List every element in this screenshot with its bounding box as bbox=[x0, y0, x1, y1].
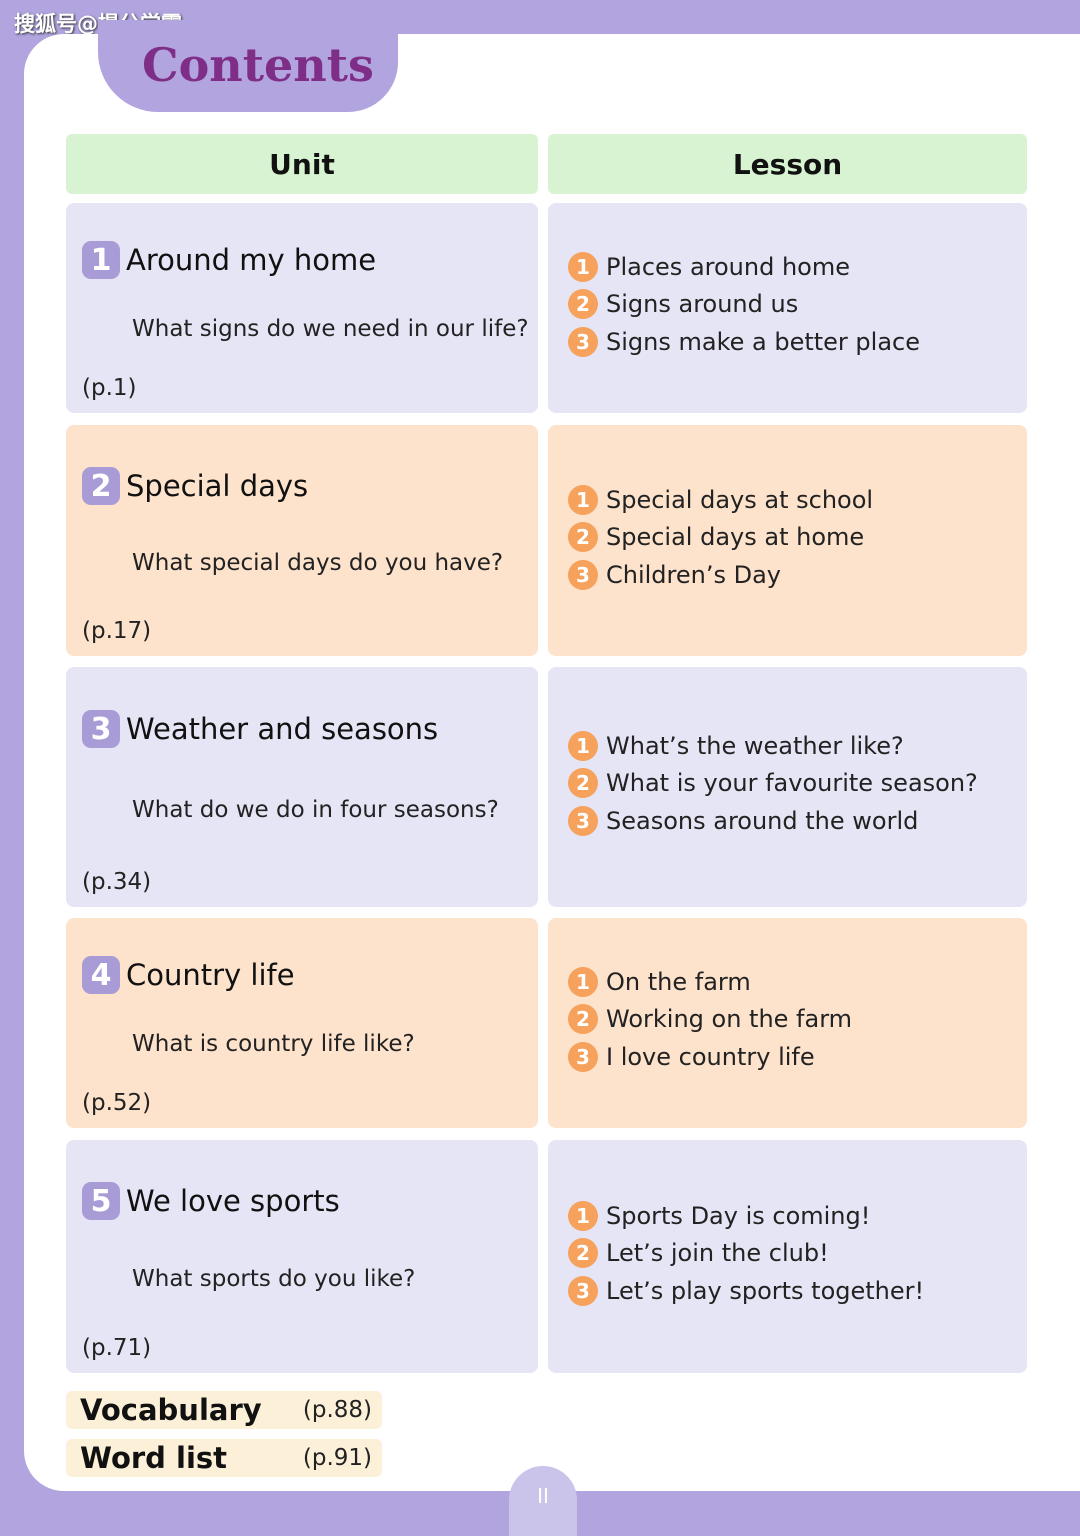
lesson-title: Special days at school bbox=[606, 485, 874, 514]
lesson-cell: 1 What’s the weather like? 2 What is your f… bbox=[548, 667, 1027, 907]
lesson-number-icon: 2 bbox=[568, 1238, 598, 1269]
lesson-number-icon: 3 bbox=[568, 1275, 598, 1306]
lesson-number-icon: 1 bbox=[568, 484, 598, 515]
unit-title-text: We love sports bbox=[126, 1184, 340, 1218]
lesson-header: Lesson bbox=[548, 134, 1027, 194]
unit-number-badge: 2 bbox=[82, 467, 120, 505]
unit-page: (p.71) bbox=[82, 1335, 152, 1361]
unit-page: (p.34) bbox=[82, 869, 152, 895]
unit-question: What sports do you like? bbox=[132, 1266, 416, 1292]
unit-title-text: Country life bbox=[126, 958, 295, 992]
unit-number-badge: 5 bbox=[82, 1182, 120, 1220]
title-tab bbox=[98, 20, 398, 112]
lesson-title: Signs make a better place bbox=[606, 327, 920, 356]
lesson-title: Special days at home bbox=[606, 523, 865, 552]
lesson-item[interactable]: 3 Children’s Day bbox=[568, 556, 873, 594]
lesson-number-icon: 2 bbox=[568, 289, 598, 320]
unit-title: 3 Weather and seasons bbox=[82, 710, 438, 748]
unit-cell[interactable]: 2 Special days What special days do you h… bbox=[66, 425, 538, 656]
lesson-list: 1 Places around home 2 Signs around us 3 Sign… bbox=[568, 248, 920, 361]
unit-question: What signs do we need in our life? bbox=[132, 316, 529, 342]
unit-question: What special days do you have? bbox=[132, 550, 504, 576]
lesson-item[interactable]: 1 Places around home bbox=[568, 248, 920, 286]
lesson-list: 1 Sports Day is coming! 2 Let’s join the cl… bbox=[568, 1197, 924, 1310]
lesson-title: Children’s Day bbox=[606, 560, 782, 589]
lesson-item[interactable]: 3 Signs make a better place bbox=[568, 323, 920, 361]
word-list-entry[interactable]: Word list (p.91) bbox=[66, 1439, 382, 1477]
entry-name: Word list bbox=[80, 1441, 228, 1475]
unit-cell[interactable]: 1 Around my home What signs do we need in… bbox=[66, 203, 538, 413]
lesson-number-icon: 3 bbox=[568, 326, 598, 357]
lesson-title: Let’s play sports together! bbox=[606, 1276, 925, 1305]
lesson-item[interactable]: 2 Signs around us bbox=[568, 286, 920, 324]
lesson-item[interactable]: 2 What is your favourite season? bbox=[568, 765, 978, 803]
lesson-item[interactable]: 1 Special days at school bbox=[568, 481, 873, 519]
unit-cell[interactable]: 5 We love sports What sports do you like?… bbox=[66, 1140, 538, 1373]
lesson-title: Working on the farm bbox=[606, 1005, 853, 1034]
unit-number-badge: 3 bbox=[82, 710, 120, 748]
lesson-item[interactable]: 1 What’s the weather like? bbox=[568, 727, 978, 765]
entry-name: Vocabulary bbox=[80, 1393, 262, 1427]
unit-page: (p.52) bbox=[82, 1090, 152, 1116]
vocabulary-entry[interactable]: Vocabulary (p.88) bbox=[66, 1391, 382, 1429]
unit-page: (p.1) bbox=[82, 375, 137, 401]
lesson-list: 1 What’s the weather like? 2 What is your f… bbox=[568, 727, 978, 840]
unit-page: (p.17) bbox=[82, 618, 152, 644]
lesson-title: Seasons around the world bbox=[606, 806, 919, 835]
lesson-number-icon: 2 bbox=[568, 768, 598, 799]
lesson-title: Sports Day is coming! bbox=[606, 1201, 871, 1230]
lesson-title: What is your favourite season? bbox=[606, 769, 978, 798]
lesson-item[interactable]: 2 Working on the farm bbox=[568, 1001, 852, 1039]
page-title: Contents bbox=[142, 38, 374, 92]
unit-title-text: Weather and seasons bbox=[126, 712, 439, 746]
unit-title: 4 Country life bbox=[82, 956, 295, 994]
lesson-number-icon: 3 bbox=[568, 805, 598, 836]
unit-header: Unit bbox=[66, 134, 538, 194]
unit-question: What do we do in four seasons? bbox=[132, 797, 499, 823]
unit-title-text: Around my home bbox=[126, 243, 377, 277]
lesson-item[interactable]: 3 I love country life bbox=[568, 1038, 852, 1076]
lesson-title: Let’s join the club! bbox=[606, 1239, 829, 1268]
lesson-title: What’s the weather like? bbox=[606, 731, 904, 760]
lesson-title: Places around home bbox=[606, 252, 850, 281]
unit-title: 2 Special days bbox=[82, 467, 308, 505]
lesson-item[interactable]: 1 On the farm bbox=[568, 963, 852, 1001]
unit-number-badge: 1 bbox=[82, 241, 120, 279]
entry-page: (p.88) bbox=[302, 1397, 372, 1423]
unit-cell[interactable]: 3 Weather and seasons What do we do in fo… bbox=[66, 667, 538, 907]
lesson-number-icon: 1 bbox=[568, 730, 598, 761]
unit-title: 1 Around my home bbox=[82, 241, 376, 279]
lesson-title: I love country life bbox=[606, 1042, 815, 1071]
lesson-item[interactable]: 3 Let’s play sports together! bbox=[568, 1272, 924, 1310]
unit-number-badge: 4 bbox=[82, 956, 120, 994]
unit-question: What is country life like? bbox=[132, 1031, 415, 1057]
lesson-list: 1 Special days at school 2 Special days at … bbox=[568, 481, 873, 594]
lesson-item[interactable]: 2 Special days at home bbox=[568, 519, 873, 557]
lesson-number-icon: 2 bbox=[568, 522, 598, 553]
lesson-item[interactable]: 2 Let’s join the club! bbox=[568, 1235, 924, 1273]
lesson-title: Signs around us bbox=[606, 290, 799, 319]
lesson-title: On the farm bbox=[606, 967, 751, 996]
unit-title-text: Special days bbox=[126, 469, 309, 503]
lesson-item[interactable]: 1 Sports Day is coming! bbox=[568, 1197, 924, 1235]
page-number: II bbox=[509, 1466, 577, 1536]
lesson-number-icon: 3 bbox=[568, 1041, 598, 1072]
lesson-cell: 1 Places around home 2 Signs around us 3 Sign… bbox=[548, 203, 1027, 413]
lesson-cell: 1 Special days at school 2 Special days at … bbox=[548, 425, 1027, 656]
entry-page: (p.91) bbox=[302, 1445, 372, 1471]
lesson-list: 1 On the farm 2 Working on the farm 3 I love … bbox=[568, 963, 852, 1076]
lesson-cell: 1 Sports Day is coming! 2 Let’s join the cl… bbox=[548, 1140, 1027, 1373]
lesson-cell: 1 On the farm 2 Working on the farm 3 I love … bbox=[548, 918, 1027, 1128]
unit-cell[interactable]: 4 Country life What is country life like?… bbox=[66, 918, 538, 1128]
lesson-number-icon: 1 bbox=[568, 1200, 598, 1231]
lesson-number-icon: 1 bbox=[568, 251, 598, 282]
unit-title: 5 We love sports bbox=[82, 1182, 340, 1220]
lesson-number-icon: 1 bbox=[568, 966, 598, 997]
lesson-item[interactable]: 3 Seasons around the world bbox=[568, 802, 978, 840]
lesson-number-icon: 3 bbox=[568, 559, 598, 590]
lesson-number-icon: 2 bbox=[568, 1004, 598, 1035]
